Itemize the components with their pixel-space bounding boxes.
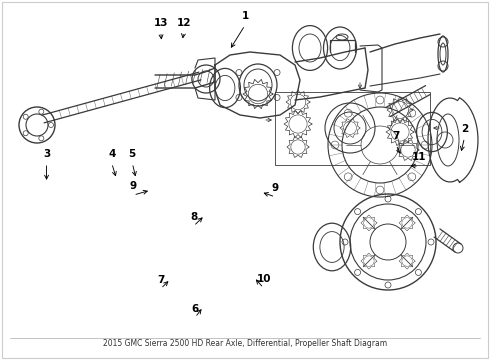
Text: 2015 GMC Sierra 2500 HD Rear Axle, Differential, Propeller Shaft Diagram: 2015 GMC Sierra 2500 HD Rear Axle, Diffe…: [103, 339, 387, 348]
Text: 9: 9: [272, 183, 279, 193]
Text: 4: 4: [108, 149, 116, 159]
Text: 7: 7: [392, 131, 400, 141]
Text: 3: 3: [43, 149, 50, 159]
Text: 6: 6: [192, 303, 198, 314]
Text: 8: 8: [190, 212, 197, 222]
Text: 7: 7: [157, 275, 165, 285]
Text: 10: 10: [256, 274, 271, 284]
Text: 1: 1: [242, 11, 248, 21]
Text: 9: 9: [130, 181, 137, 191]
Text: 2: 2: [461, 123, 468, 134]
Text: 12: 12: [176, 18, 191, 28]
Text: 13: 13: [153, 18, 168, 28]
Bar: [275, 92, 430, 165]
Text: 5: 5: [129, 149, 136, 159]
Text: 11: 11: [412, 152, 426, 162]
